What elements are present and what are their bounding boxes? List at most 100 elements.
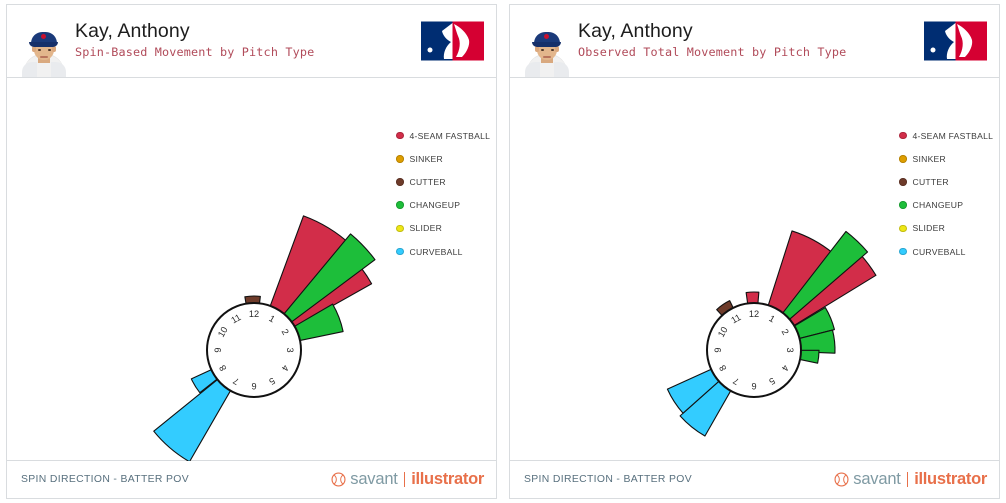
panel-observed-total: Kay, Anthony Observed Total Movement by … (503, 0, 1006, 503)
player-name: Kay, Anthony (75, 19, 190, 42)
header-text-block: Kay, Anthony Spin-Based Movement by Pitc… (75, 19, 421, 62)
clock-face (706, 302, 802, 398)
legend: 4-SEAM FASTBALL SINKER CUTTER CHANGEUP (899, 124, 1006, 263)
clock-hour-label-6: 6 (751, 381, 756, 391)
panel-header: Kay, Anthony Spin-Based Movement by Pitc… (7, 5, 496, 78)
clock-hour-label-4: 4 (780, 363, 791, 372)
clock-hour-label-7: 7 (231, 376, 240, 387)
legend-label-slider: SLIDER (912, 223, 946, 234)
polar-chart-spin-based: 12 1 2 3 4 5 6 7 8 9 10 11 (7, 78, 496, 461)
legend-swatch-fourseam (396, 131, 404, 140)
legend-label-fourseam: 4-SEAM FASTBALL (409, 130, 491, 141)
legend-swatch-changeup (899, 201, 907, 209)
panel-body: 12 1 2 3 4 5 6 7 8 9 10 11 4-SEAM FASTBALL SINKER C (7, 78, 496, 461)
legend-label-sinker: SINKER (409, 153, 443, 164)
clock-hour-label-9: 9 (213, 347, 223, 352)
wedge-curveball[interactable] (153, 378, 232, 461)
clock-hour-label-8: 8 (217, 363, 228, 372)
clock-hour-label-2: 2 (780, 327, 791, 336)
legend-item-fourseam[interactable]: 4-SEAM FASTBALL (396, 124, 506, 147)
clock-hour-label-8: 8 (717, 363, 728, 372)
legend-item-cutter[interactable]: CUTTER (396, 170, 506, 193)
clock-hour-label-11: 11 (729, 312, 742, 325)
legend-label-changeup: CHANGEUP (409, 200, 461, 211)
clock-hour-label-11: 11 (229, 312, 242, 325)
legend-label-curveball: CURVEBALL (409, 246, 463, 257)
legend-item-changeup[interactable]: CHANGEUP (396, 194, 506, 217)
legend-swatch-cutter (899, 178, 907, 186)
legend-label-curveball: CURVEBALL (912, 246, 966, 257)
legend-item-slider[interactable]: SLIDER (396, 217, 506, 240)
legend-item-sinker[interactable]: SINKER (899, 147, 1006, 170)
savant-illustrator-brand: savant illustrator (331, 470, 484, 489)
wedge-changeup[interactable] (798, 349, 820, 364)
panel-header: Kay, Anthony Observed Total Movement by … (510, 5, 999, 78)
clock-hour-label-4: 4 (280, 363, 291, 372)
header-text-block: Kay, Anthony Observed Total Movement by … (578, 19, 924, 62)
legend-item-sinker[interactable]: SINKER (396, 147, 506, 170)
legend-swatch-curveball (899, 247, 907, 256)
panel-footer: SPIN DIRECTION - BATTER POV savant illus… (7, 460, 496, 498)
legend-label-changeup: CHANGEUP (912, 200, 964, 211)
legend-item-changeup[interactable]: CHANGEUP (899, 194, 1006, 217)
brand-savant-text: savant (350, 470, 398, 488)
panel-spin-based: Kay, Anthony Spin-Based Movement by Pitc… (6, 4, 497, 499)
clock-hour-label-3: 3 (785, 347, 795, 352)
player-headshot (524, 25, 570, 77)
clock-hour-label-1: 1 (767, 313, 776, 324)
clock-hour-label-12: 12 (249, 309, 259, 319)
legend-label-fourseam: 4-SEAM FASTBALL (912, 130, 994, 141)
footer-caption: SPIN DIRECTION - BATTER POV (524, 474, 693, 485)
clock-hour-label-5: 5 (267, 376, 276, 387)
brand-illustrator-text: illustrator (411, 470, 484, 488)
wedge-group (666, 230, 877, 437)
panel-body: 12 1 2 3 4 5 6 7 8 9 10 11 4-SEAM FASTBALL SINKER C (510, 78, 999, 460)
mlb-logo-svg (924, 20, 987, 62)
player-headshot (21, 25, 67, 77)
clock-hour-label-2: 2 (280, 327, 291, 336)
legend-swatch-slider (396, 224, 404, 233)
player-name: Kay, Anthony (578, 19, 693, 42)
legend: 4-SEAM FASTBALL SINKER CUTTER CHANGEUP (396, 124, 506, 263)
brand-savant-text: savant (853, 470, 901, 488)
panel-frame: Kay, Anthony Observed Total Movement by … (509, 4, 1000, 499)
panel-frame: Kay, Anthony Spin-Based Movement by Pitc… (6, 4, 497, 499)
clock-face (206, 302, 302, 398)
legend-item-slider[interactable]: SLIDER (899, 217, 1006, 240)
legend-swatch-sinker (899, 155, 907, 163)
clock-hour-label-3: 3 (285, 347, 295, 352)
clock-hour-label-7: 7 (731, 376, 740, 387)
clock-hour-label-12: 12 (749, 309, 759, 319)
clock-hour-label-9: 9 (713, 347, 723, 352)
chart-subtitle: Spin-Based Movement by Pitch Type (75, 45, 315, 60)
brand-divider (403, 472, 406, 487)
clock-hour-label-5: 5 (767, 376, 776, 387)
legend-item-curveball[interactable]: CURVEBALL (899, 240, 1006, 263)
legend-item-fourseam[interactable]: 4-SEAM FASTBALL (899, 124, 1006, 147)
mlb-logo-svg (421, 20, 484, 62)
legend-swatch-cutter (396, 178, 404, 186)
polar-chart-observed-total: 12 1 2 3 4 5 6 7 8 9 10 11 (510, 78, 999, 460)
legend-swatch-changeup (396, 201, 404, 209)
legend-label-cutter: CUTTER (912, 176, 949, 187)
chart-subtitle: Observed Total Movement by Pitch Type (578, 45, 847, 60)
legend-item-curveball[interactable]: CURVEBALL (396, 240, 506, 263)
legend-item-cutter[interactable]: CUTTER (899, 170, 1006, 193)
baseball-icon (834, 472, 849, 487)
clock-hour-label-10: 10 (716, 325, 730, 339)
brand-divider (906, 472, 909, 487)
clock-hour-label-1: 1 (267, 313, 276, 324)
footer-caption: SPIN DIRECTION - BATTER POV (21, 474, 190, 485)
legend-swatch-curveball (396, 247, 404, 256)
legend-label-sinker: SINKER (912, 153, 946, 164)
savant-illustrator-brand: savant illustrator (834, 470, 987, 489)
legend-label-slider: SLIDER (409, 223, 443, 234)
brand-illustrator-text: illustrator (914, 470, 987, 488)
clock-hour-label-6: 6 (251, 381, 256, 391)
panel-footer: SPIN DIRECTION - BATTER POV savant illus… (510, 460, 999, 498)
